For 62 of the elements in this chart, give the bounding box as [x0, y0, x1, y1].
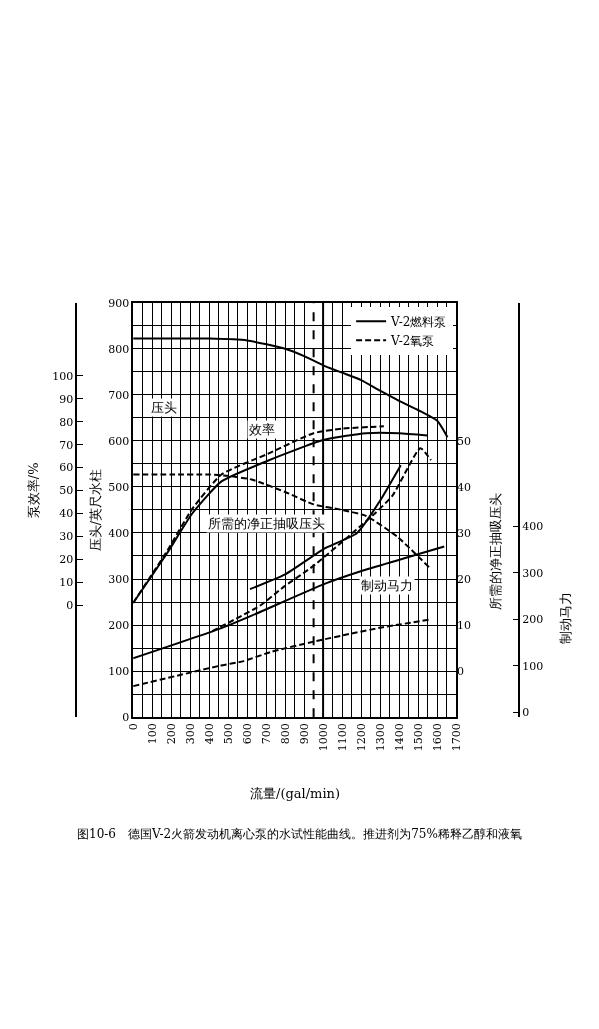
y-tick-label: 100 [108, 664, 130, 678]
x-tick-label: 0 [126, 723, 140, 731]
y-axis-title: 压头/英尺水柱 [88, 468, 104, 552]
x-tick-label: 1000 [316, 723, 330, 752]
y2-tick-label: 100 [52, 369, 74, 383]
y-tick-label: 600 [108, 434, 130, 448]
y2-axis-title: 泵效率/% [25, 462, 41, 519]
y2-tick-label: 50 [59, 484, 74, 498]
x-tick-label: 800 [278, 723, 292, 745]
y-tick-label: 100 [522, 659, 544, 673]
annotation: 效率 [249, 422, 275, 437]
x-tick-label: 600 [240, 723, 254, 745]
x-tick-label: 900 [297, 723, 311, 745]
legend-label: V-2氧泵 [390, 333, 435, 348]
x-tick-label: 1600 [430, 723, 444, 752]
annotation: 所需的净正抽吸压头 [208, 516, 325, 531]
x-tick-label: 500 [221, 723, 235, 745]
x-tick-label: 1200 [354, 723, 368, 752]
y-tick-label: 0 [122, 711, 130, 725]
y-tick-label: 700 [108, 388, 130, 402]
x-tick-label: 1100 [335, 723, 349, 752]
x-tick-label: 700 [259, 723, 273, 745]
x-tick-label: 400 [202, 723, 216, 745]
y2-tick-label: 10 [59, 576, 74, 590]
y-tick-label: 200 [108, 618, 130, 632]
x-tick-label: 100 [145, 723, 159, 745]
y3-tick-label: 50 [457, 434, 472, 448]
y3-tick-label: 30 [457, 526, 472, 540]
text: 图10-6 德国V-2火箭发动机离心泵的水试性能曲线。推进剂为75%稀释乙醇和液氧 [77, 827, 522, 841]
y-tick-label: 900 [108, 296, 130, 310]
y2-tick-label: 30 [59, 530, 74, 544]
y2-tick-label: 80 [59, 415, 74, 429]
y-tick-label: 400 [522, 520, 544, 534]
y-tick-label: 200 [522, 613, 544, 627]
y3-tick-label: 20 [457, 572, 472, 586]
legend-label: V-2燃料泵 [390, 314, 447, 329]
y2-tick-label: 70 [59, 438, 74, 452]
y2-tick-label: 0 [66, 599, 74, 613]
x-tick-label: 200 [164, 723, 178, 745]
y-tick-label: 400 [108, 526, 130, 540]
annotation: 制动马力 [361, 578, 413, 593]
y3-axis-title: 所需的净正抽吸压头 [487, 492, 503, 610]
y-tick-label: 800 [108, 342, 130, 356]
y3-tick-label: 40 [457, 480, 472, 494]
y2-tick-label: 90 [59, 392, 74, 406]
x-axis-title: 流量/(gal/min) [250, 786, 340, 801]
y2-tick-label: 40 [59, 507, 74, 521]
x-tick-label: 1400 [392, 723, 406, 752]
y3-tick-label: 0 [457, 664, 465, 678]
y-tick-label: 500 [108, 480, 130, 494]
y3-tick-label: 10 [457, 618, 472, 632]
x-tick-label: 1500 [411, 723, 425, 752]
y-tick-label: 300 [522, 566, 544, 580]
y2-tick-label: 60 [59, 461, 74, 475]
x-tick-label: 1700 [449, 723, 463, 752]
y-tick-label: 300 [108, 572, 130, 586]
y-tick-label: 0 [522, 705, 530, 719]
annotation: 压头 [151, 400, 177, 415]
y2-tick-label: 20 [59, 553, 74, 567]
y-axis-title: 制动马力 [557, 592, 573, 645]
x-tick-label: 300 [183, 723, 197, 745]
x-tick-label: 1300 [373, 723, 387, 752]
